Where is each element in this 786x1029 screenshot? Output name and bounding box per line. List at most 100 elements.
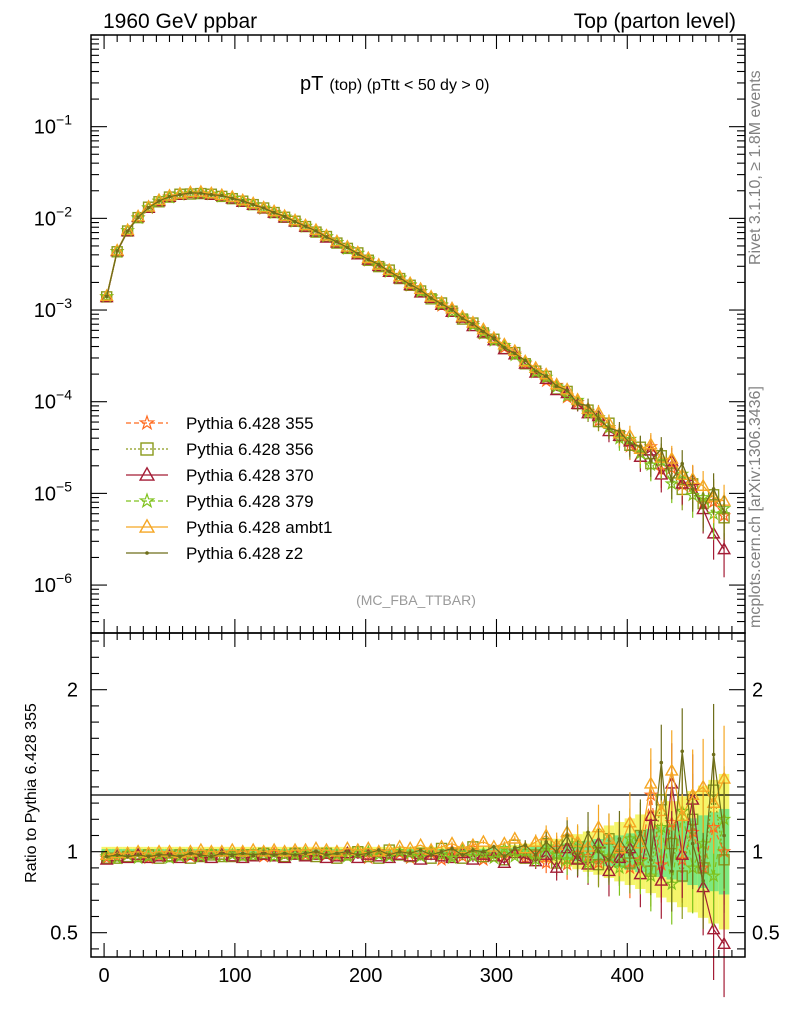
ratio-point <box>251 853 255 857</box>
ratio-point <box>314 849 318 854</box>
data-point <box>617 429 622 434</box>
ratio-point <box>136 853 140 857</box>
series-0-main <box>99 185 732 544</box>
data-point <box>669 478 674 482</box>
data-point <box>533 369 538 373</box>
ratio-point <box>554 849 559 854</box>
ratio-point <box>256 844 271 857</box>
legend-label: Pythia 6.428 356 <box>186 440 314 459</box>
data-point <box>397 275 402 280</box>
data-point <box>628 441 632 445</box>
ratio-point <box>392 844 408 858</box>
ratio-point <box>230 853 235 857</box>
ratio-point <box>460 853 465 857</box>
ratio-point <box>544 840 548 844</box>
legend-label: Pythia 6.428 370 <box>186 466 314 485</box>
legend-marker <box>140 442 154 456</box>
ratio-point <box>497 840 512 855</box>
ratio-point <box>711 752 716 757</box>
data-point <box>125 229 130 233</box>
x-tick-label: 300 <box>480 965 513 987</box>
legend-label: Pythia 6.428 z2 <box>186 544 303 563</box>
ratio-point <box>387 853 392 857</box>
ratio-point <box>157 853 161 857</box>
plot-title: pT (top) (pTtt < 50 dy > 0) <box>300 73 489 95</box>
data-point <box>99 288 114 301</box>
ratio-series-group <box>99 703 732 998</box>
legend-entry: Pythia 6.428 ambt1 <box>126 518 332 537</box>
ratio-point <box>104 854 109 859</box>
x-tick-label: 0 <box>99 965 110 987</box>
ratio-point <box>245 847 261 862</box>
ratio-point <box>675 847 690 860</box>
ratio-point <box>518 850 533 864</box>
ratio-point <box>701 879 705 883</box>
series-5-line <box>106 192 725 513</box>
ratio-point <box>643 776 658 789</box>
legend-entry: Pythia 6.428 z2 <box>126 544 303 563</box>
ratio-point <box>220 851 224 856</box>
ratio-point <box>486 839 501 852</box>
ratio-y-axis-label: Ratio to Pythia 6.428 355 <box>23 703 40 883</box>
ratio-point <box>335 851 339 856</box>
ratio-point <box>261 851 266 856</box>
data-point <box>649 458 653 463</box>
ratio-point <box>680 749 685 754</box>
ratio-point <box>397 849 402 854</box>
data-point <box>402 276 418 291</box>
ratio-point <box>717 936 732 949</box>
ratio-point <box>439 849 444 854</box>
ratio-point <box>465 848 481 863</box>
ratio-point <box>696 779 711 792</box>
data-point <box>293 219 297 224</box>
data-point <box>371 258 386 272</box>
data-point <box>324 235 329 239</box>
ratio-point <box>706 868 721 883</box>
plot-title-main: pT <box>300 73 323 95</box>
data-point <box>167 194 172 199</box>
data-point <box>450 307 454 312</box>
mcplots-label: mcplots.cern.ch [arXiv:1306.3436] <box>747 386 764 628</box>
ratio-point <box>722 833 726 838</box>
ratio-point <box>497 855 512 868</box>
ratio-point <box>507 848 523 863</box>
series-5-ratio <box>104 703 726 929</box>
ratio-point <box>408 851 412 856</box>
legend-marker <box>138 518 156 533</box>
data-point <box>539 367 554 380</box>
legend: Pythia 6.428 355 Pythia 6.428 356 Pythia 6… <box>126 414 332 563</box>
ratio-point <box>188 851 193 856</box>
legend-label: Pythia 6.428 ambt1 <box>186 518 332 537</box>
axis-tick-labels: 10−6 10−5 10−4 10−3 10−2 10−1 0 100 200 300 400 0.5… <box>34 112 780 987</box>
legend-marker <box>145 551 149 555</box>
ratio-point <box>559 852 575 867</box>
x-tick-label: 200 <box>349 965 382 987</box>
ratio-point <box>109 850 125 865</box>
legend-entry: Pythia 6.428 370 <box>126 466 314 485</box>
data-point <box>575 401 580 406</box>
x-tick-label: 400 <box>611 965 644 987</box>
data-point <box>502 345 507 350</box>
ratio-y-tick-label: 1 <box>67 842 78 864</box>
x-tick-label: 100 <box>218 965 251 987</box>
data-point <box>199 191 203 195</box>
data-point <box>335 240 339 244</box>
data-point <box>371 257 386 270</box>
data-point <box>722 510 726 514</box>
data-point <box>314 229 318 233</box>
ratio-point <box>99 847 114 860</box>
ratio-point <box>659 760 664 765</box>
data-point <box>261 206 266 210</box>
data-point <box>418 288 423 292</box>
ratio-point <box>450 846 454 851</box>
ratio-point <box>675 808 690 822</box>
data-point <box>439 301 444 306</box>
ratio-point <box>533 853 538 857</box>
ratio-point <box>146 854 151 859</box>
analysis-watermark: (MC_FBA_TTBAR) <box>356 592 476 608</box>
ratio-point <box>240 851 245 856</box>
data-point <box>643 437 658 450</box>
ratio-point <box>586 830 590 835</box>
data-point <box>183 184 198 198</box>
ratio-point <box>481 849 486 854</box>
